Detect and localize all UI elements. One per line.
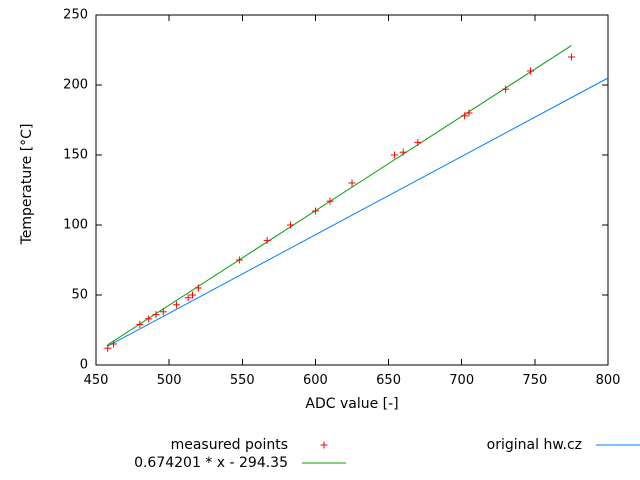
y-axis-title: Temperature [°C] (19, 123, 35, 245)
measured-point (326, 197, 334, 205)
measured-point (526, 67, 534, 75)
measured-point (159, 308, 167, 316)
fit-line (107, 45, 572, 346)
legend-label-fit-equation: 0.674201 * x - 294.35 (134, 455, 288, 471)
x-tick-label: 700 (449, 373, 475, 388)
measured-point (465, 109, 473, 117)
x-tick-label: 450 (83, 373, 109, 388)
legend-label-measured-points: measured points (170, 437, 288, 453)
legend-entry-fit-equation: 0.674201 * x - 294.35 (134, 455, 346, 471)
legend-label-original-hwcz: original hw.cz (486, 437, 582, 453)
measured-point (189, 291, 197, 299)
x-tick-label: 650 (376, 373, 401, 388)
x-tick-label: 550 (229, 373, 255, 388)
x-tick-label: 600 (303, 373, 328, 388)
y-tick-label: 50 (71, 287, 88, 303)
measured-point (184, 294, 192, 302)
measured-point (390, 151, 398, 159)
measured-point (263, 236, 271, 244)
x-tick-label: 800 (595, 373, 621, 388)
plus-marker-icon (320, 441, 328, 449)
measured-point (172, 301, 180, 309)
y-tick-label: 0 (79, 357, 88, 373)
plot-border (95, 14, 609, 366)
line-sample-icon (596, 444, 640, 446)
measured-point (567, 53, 575, 61)
measured-point (461, 112, 469, 120)
measured-point (502, 85, 510, 93)
measured-point (194, 284, 202, 292)
original-line (107, 77, 609, 347)
x-tick-label: 500 (156, 373, 182, 388)
x-tick-label: 750 (522, 373, 548, 388)
legend-entry-measured-points: measured points (171, 437, 346, 453)
y-tick-label: 100 (63, 217, 88, 233)
measured-point (348, 179, 356, 187)
measured-point (152, 311, 160, 319)
measured-point (136, 320, 144, 328)
x-axis-title: ADC value [-] (305, 396, 399, 412)
measured-point (287, 221, 295, 229)
y-tick-label: 250 (63, 7, 88, 23)
measured-point (235, 256, 243, 264)
y-tick-label: 150 (63, 147, 88, 163)
measured-point (414, 138, 422, 146)
measured-point (145, 315, 153, 323)
measured-point (110, 340, 118, 348)
measured-point (399, 148, 407, 156)
y-tick-label: 200 (63, 77, 88, 93)
measured-point (104, 344, 112, 352)
measured-point (311, 207, 319, 215)
legend-entry-original-hwcz: original hw.cz (487, 437, 640, 453)
line-sample-icon (302, 462, 346, 464)
